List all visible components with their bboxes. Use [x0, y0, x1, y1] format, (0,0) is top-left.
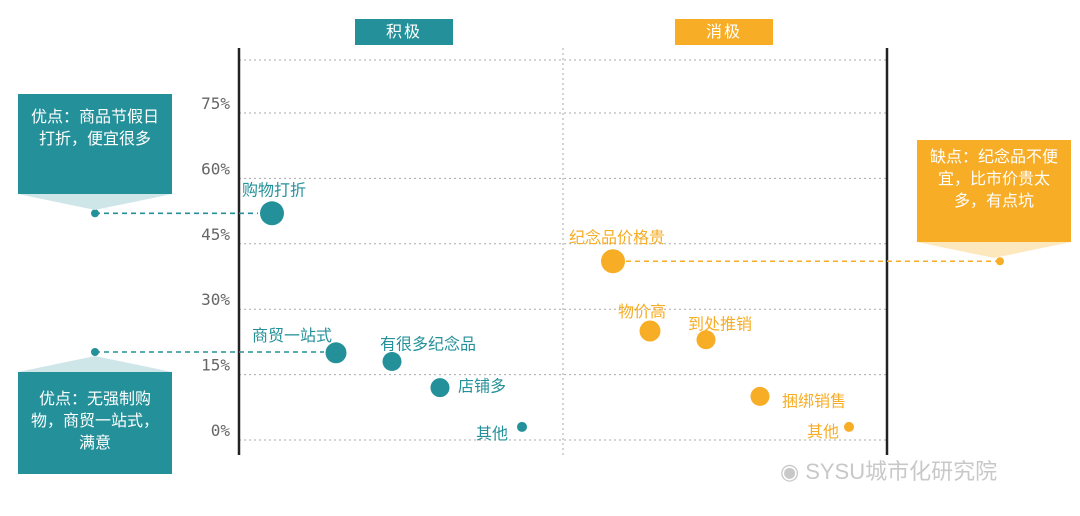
point-label: 到处推销 — [688, 315, 752, 334]
group-header-positive: 积极 — [355, 19, 453, 45]
connector-dot — [996, 257, 1004, 266]
point-label: 纪念品价格贵 — [569, 228, 665, 247]
callout-tail-left-bottom — [18, 356, 172, 372]
y-tick-label: 15% — [201, 356, 230, 375]
point-label: 其他 — [476, 424, 508, 443]
callout-tail-left-top — [18, 194, 172, 210]
callout-tail-right — [917, 242, 1071, 258]
connector-dot — [91, 348, 99, 356]
point-label: 捆绑销售 — [782, 391, 846, 410]
point-label: 有很多纪念品 — [380, 335, 476, 354]
watermark: ◉ SYSU城市化研究院 — [780, 454, 997, 486]
data-point — [639, 320, 661, 342]
data-point — [517, 421, 527, 432]
group-header-negative: 消极 — [675, 19, 773, 45]
callout-left-bottom: 优点：无强制购物，商贸一站式，满意 — [18, 372, 172, 474]
y-tick-label: 45% — [201, 225, 230, 244]
point-label: 商贸一站式 — [252, 326, 332, 345]
data-point — [601, 249, 625, 274]
y-tick-label: 0% — [211, 421, 231, 440]
data-point — [260, 201, 284, 226]
point-label: 购物打折 — [242, 180, 306, 199]
data-point — [750, 386, 770, 406]
axis-layer — [237, 48, 889, 455]
y-tick-label: 75% — [201, 94, 230, 113]
point-label: 店铺多 — [458, 377, 506, 396]
point-layer — [260, 201, 854, 432]
data-point — [696, 330, 716, 350]
connector-layer — [18, 194, 1071, 372]
grid-layer — [239, 48, 887, 455]
connector-dot — [91, 209, 99, 218]
y-tick-label: 60% — [201, 159, 230, 178]
wechat-icon: ◉ — [780, 459, 800, 484]
data-point — [430, 378, 450, 398]
watermark-text: SYSU城市化研究院 — [805, 459, 998, 484]
data-point — [844, 421, 854, 432]
callout-left-top: 优点：商品节假日打折，便宜很多 — [18, 94, 172, 194]
point-label: 其他 — [807, 422, 839, 441]
data-point — [382, 352, 402, 372]
y-tick-label: 30% — [201, 290, 230, 309]
point-label: 物价高 — [618, 302, 666, 321]
data-point — [325, 342, 347, 364]
callout-right: 缺点：纪念品不便宜，比市价贵太多，有点坑 — [917, 140, 1071, 242]
